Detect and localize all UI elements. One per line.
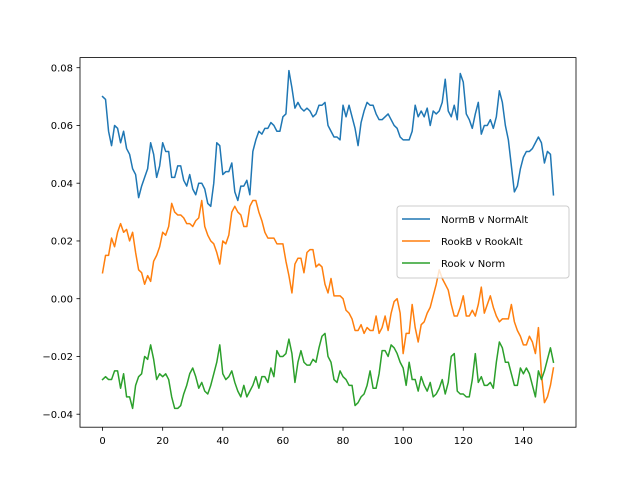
- y-tick-label: −0.04: [42, 410, 73, 421]
- series-line-3: [101, 332, 555, 410]
- x-tick-label: 120: [454, 436, 473, 447]
- legend: NormB v NormAlt RookB v RookAlt Rook v Nor…: [396, 205, 570, 279]
- y-tick-label: 0.06: [51, 121, 73, 132]
- y-tick-label: 0.08: [51, 63, 73, 74]
- y-tick-label: 0.04: [51, 179, 73, 190]
- x-tick-label: 80: [337, 436, 350, 447]
- x-tick-label: 140: [514, 436, 533, 447]
- series-layer: [101, 69, 555, 410]
- y-tick-label: 0.02: [51, 237, 73, 248]
- series-line-2: [101, 199, 555, 404]
- x-tick-label: 40: [216, 436, 229, 447]
- x-tick-label: 60: [277, 436, 290, 447]
- legend-label-3: Rook v Norm: [441, 259, 505, 270]
- y-axis: −0.04 −0.02 0.00 0.02 0.04 0.06 0.08: [42, 63, 80, 421]
- legend-label-1: NormB v NormAlt: [441, 215, 528, 226]
- legend-box: [396, 205, 570, 279]
- x-axis: 0 20 40 60 80 100 120 140: [99, 427, 533, 447]
- y-tick-label: −0.02: [42, 352, 73, 363]
- x-tick-label: 0: [99, 436, 105, 447]
- series-line-1: [101, 69, 555, 208]
- y-tick-label: 0.00: [51, 294, 73, 305]
- x-tick-label: 20: [156, 436, 169, 447]
- x-tick-label: 100: [394, 436, 413, 447]
- legend-label-2: RookB v RookAlt: [441, 237, 523, 248]
- plot-frame: [79, 57, 577, 428]
